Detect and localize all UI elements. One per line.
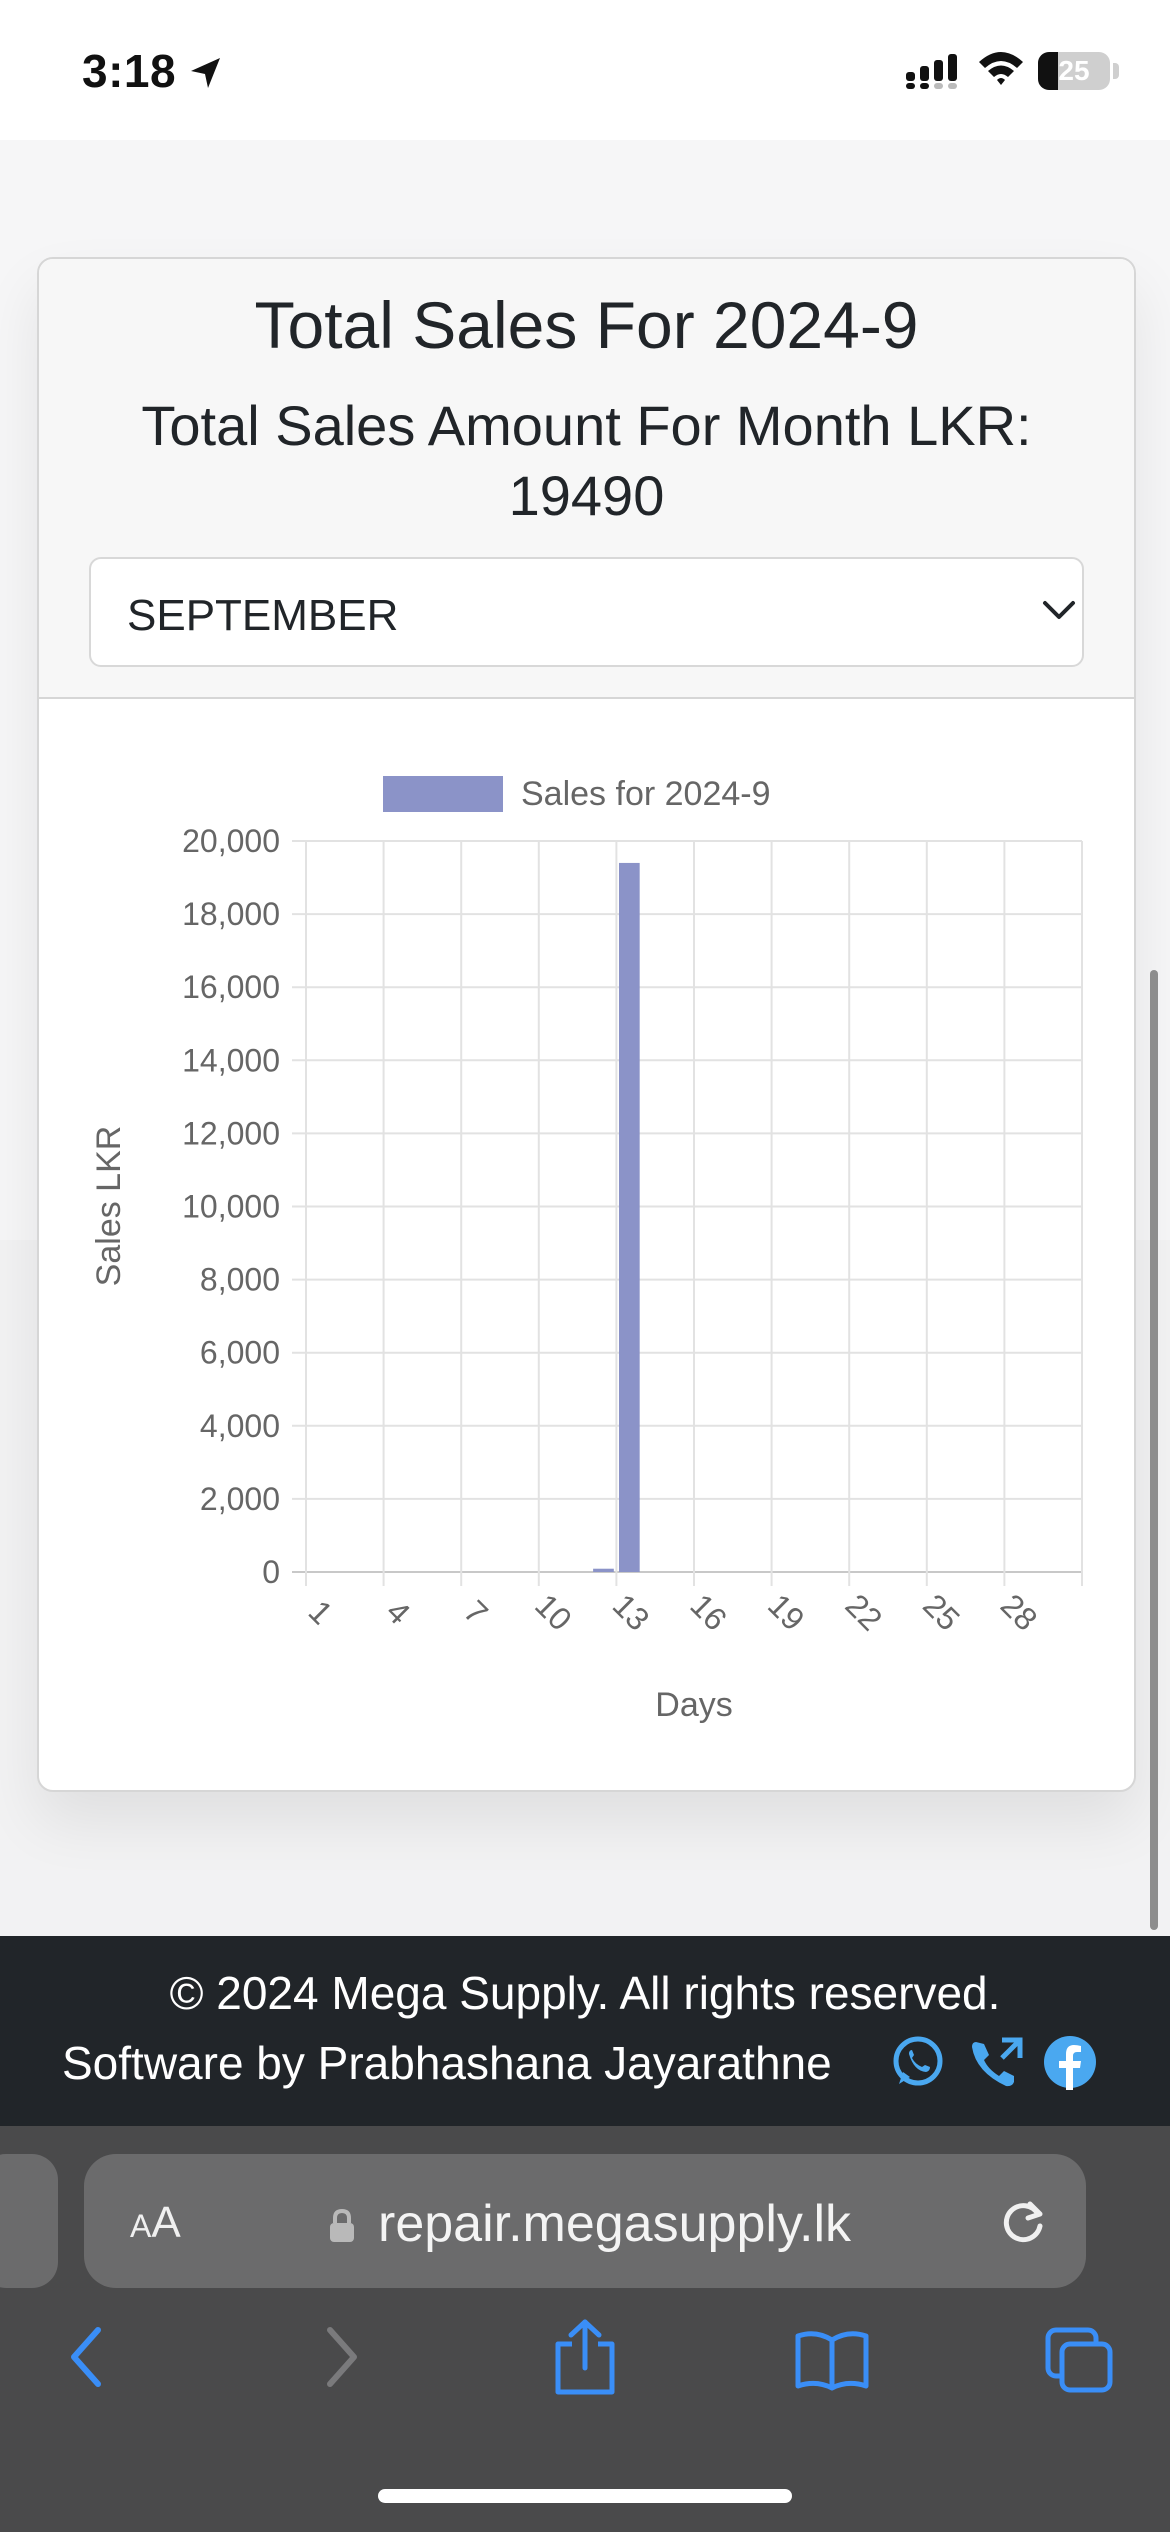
cellular-signal-icon	[906, 54, 957, 89]
legend-label: Sales for 2024-9	[521, 775, 771, 813]
page-title: Total Sales For 2024-9	[254, 288, 919, 362]
y-tick-label: 10,000	[182, 1189, 280, 1225]
y-tick-label: 18,000	[182, 896, 280, 932]
x-tick-label: 25	[916, 1587, 967, 1638]
x-tick-label: 22	[839, 1587, 890, 1638]
y-tick-label: 4,000	[200, 1408, 280, 1444]
battery-level: 25	[1058, 55, 1090, 86]
bar-day-12	[593, 1568, 614, 1572]
status-time: 3:18	[82, 45, 177, 97]
month-select[interactable]: SEPTEMBER	[89, 557, 1084, 667]
y-tick-label: 0	[262, 1554, 280, 1590]
y-tick-label: 8,000	[200, 1262, 280, 1298]
status-bar: 3:18 25	[0, 0, 1170, 140]
bar-day-13	[618, 862, 640, 1572]
x-axis-title: Days	[655, 1686, 732, 1724]
x-tick-label: 10	[528, 1587, 579, 1638]
whatsapp-icon[interactable]	[890, 2034, 946, 2090]
y-axis-title: Sales LKR	[90, 1126, 128, 1287]
phone-icon[interactable]	[966, 2034, 1026, 2094]
x-tick-label: 13	[606, 1587, 657, 1638]
reader-settings-button[interactable]: AA	[130, 2198, 181, 2247]
tabs-icon[interactable]	[1044, 2326, 1116, 2396]
y-tick-label: 6,000	[200, 1335, 280, 1371]
y-tick-label: 12,000	[182, 1115, 280, 1151]
x-tick-label: 19	[761, 1587, 812, 1638]
battery-icon: 25	[1038, 52, 1110, 90]
wifi-icon	[979, 52, 1023, 85]
y-tick-label: 16,000	[182, 969, 280, 1005]
previous-tab-preview[interactable]	[0, 2154, 58, 2288]
legend-swatch	[383, 776, 503, 812]
x-tick-label: 1	[302, 1593, 340, 1631]
month-select-value: SEPTEMBER	[127, 591, 399, 640]
address-bar[interactable]: AA repair.megasupply.lk	[84, 2154, 1086, 2288]
card-header: Total Sales For 2024-9 Total Sales Amoun…	[39, 259, 1134, 699]
chevron-down-icon	[1043, 601, 1075, 619]
facebook-icon[interactable]	[1042, 2034, 1098, 2090]
forward-icon[interactable]	[316, 2322, 366, 2392]
location-arrow-icon	[191, 58, 220, 88]
browser-chrome: AA repair.megasupply.lk	[0, 2126, 1170, 2532]
home-indicator	[378, 2489, 792, 2503]
total-amount-text: Total Sales Amount For Month LKR: 19490	[141, 394, 1032, 527]
battery-cap	[1113, 63, 1119, 79]
back-icon[interactable]	[62, 2322, 112, 2392]
y-tick-label: 20,000	[182, 823, 280, 859]
footer-copyright: © 2024 Mega Supply. All rights reserved.	[169, 1967, 1001, 2019]
bookmarks-icon[interactable]	[794, 2330, 870, 2392]
share-icon[interactable]	[550, 2318, 620, 2396]
x-tick-label: 16	[683, 1587, 734, 1638]
url-text: repair.megasupply.lk	[378, 2195, 852, 2253]
sales-chart: 0 2,000 4,000 6,000 8,000 10,000 12,000 14,000 1…	[90, 775, 1083, 1724]
x-tick-label: 7	[457, 1593, 495, 1631]
footer: © 2024 Mega Supply. All rights reserved.…	[0, 1936, 1170, 2126]
footer-credit: Software by Prabhashana Jayarathne	[62, 2037, 832, 2089]
y-tick-label: 2,000	[200, 1481, 280, 1517]
x-tick-label: 28	[994, 1587, 1045, 1638]
reload-icon[interactable]	[994, 2192, 1052, 2250]
scrollbar[interactable]	[1150, 970, 1158, 1930]
lock-icon	[330, 2208, 354, 2242]
x-tick-label: 4	[379, 1593, 417, 1631]
y-tick-label: 14,000	[182, 1042, 280, 1078]
sales-card: Total Sales For 2024-9 Total Sales Amoun…	[37, 257, 1136, 1792]
